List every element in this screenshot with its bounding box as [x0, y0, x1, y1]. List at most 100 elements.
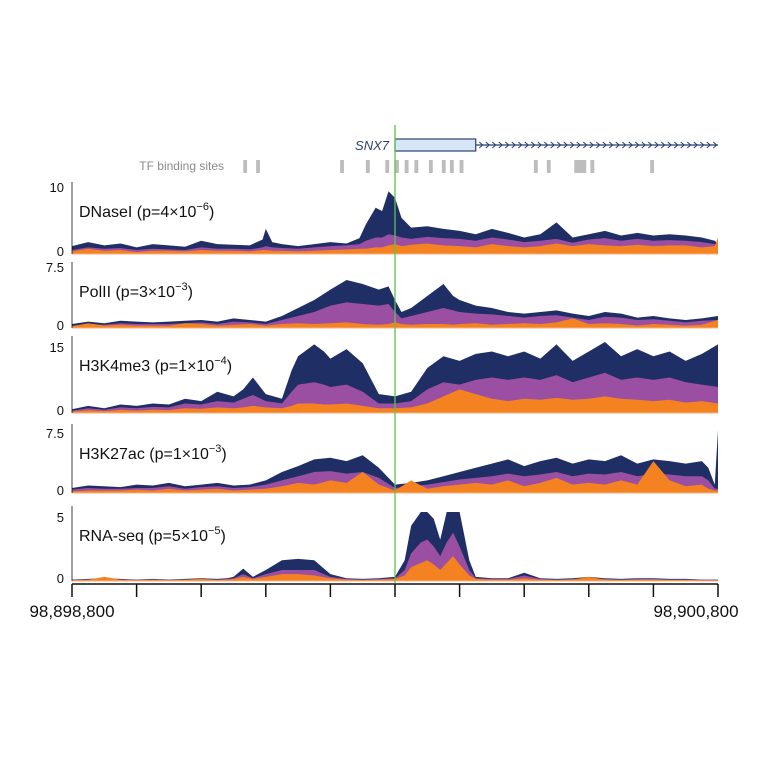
track-label-end: )	[221, 528, 226, 545]
y-tick-max: 10	[50, 180, 64, 195]
track: 15 0 H3K4me3 (p=1×10−4)	[50, 336, 718, 418]
track-label: RNA-seq (p=5×10−5)	[79, 525, 226, 545]
strand-arrow	[712, 141, 718, 149]
strand-arrow	[524, 141, 530, 149]
track-label-base: DNaseI (p=4×10	[79, 204, 197, 221]
tf-site	[546, 160, 551, 173]
tf-site	[395, 160, 399, 173]
strand-arrow	[595, 141, 601, 149]
strand-arrow	[693, 141, 699, 149]
strand-arrow	[530, 141, 536, 149]
tf-site	[256, 160, 260, 173]
strand-arrow	[478, 141, 484, 149]
y-tick-max: 7.5	[46, 426, 64, 441]
strand-arrow	[543, 141, 549, 149]
strand-arrow	[634, 141, 640, 149]
tf-site	[441, 160, 446, 173]
strand-arrow	[589, 141, 595, 149]
y-tick-zero: 0	[57, 571, 64, 586]
track-label-end: )	[221, 446, 226, 463]
track-label-exponent: −3	[209, 443, 222, 455]
tf-binding-sites-label: TF binding sites	[139, 159, 224, 173]
x-axis-end-label: 98,900,800	[653, 602, 738, 621]
strand-arrow	[485, 141, 491, 149]
x-axis: 98,898,800 98,900,800	[29, 583, 739, 621]
track-label: DNaseI (p=4×10−6)	[79, 201, 214, 221]
track-label: PolII (p=3×10−3)	[79, 281, 193, 301]
tf-binding-sites: TF binding sites	[139, 159, 655, 173]
signal-area-orange	[72, 389, 718, 413]
strand-arrow	[641, 141, 647, 149]
track-label-exponent: −5	[208, 525, 221, 537]
gene-name-label: SNX7	[355, 138, 390, 153]
strand-arrow	[582, 141, 588, 149]
strand-arrow	[491, 141, 497, 149]
track-label-exponent: −6	[196, 201, 209, 213]
y-tick-zero: 0	[57, 403, 64, 418]
x-axis-start-label: 98,898,800	[29, 602, 114, 621]
track-label-exponent: −4	[214, 355, 227, 367]
track: 7.5 0 H3K27ac (p=1×10−3)	[46, 424, 718, 498]
strand-arrow	[615, 141, 621, 149]
strand-arrow	[647, 141, 653, 149]
track-label-end: )	[209, 204, 214, 221]
track: 7.5 0 PolII (p=3×10−3)	[46, 260, 718, 333]
y-tick-zero: 0	[57, 483, 64, 498]
gene-annotation: SNX7	[355, 138, 718, 153]
track-label-base: H3K27ac (p=1×10	[79, 446, 209, 463]
strand-arrow	[608, 141, 614, 149]
gene-model	[394, 138, 718, 152]
strand-arrow	[511, 141, 517, 149]
strand-arrow	[550, 141, 556, 149]
strand-arrow	[706, 141, 712, 149]
x-axis-ticks	[71, 584, 719, 597]
y-tick-max: 5	[57, 510, 64, 525]
gene-exon-box	[394, 138, 477, 152]
tf-site	[243, 160, 248, 173]
y-tick-zero: 0	[57, 318, 64, 333]
track-label-end: )	[227, 358, 232, 375]
y-tick-max: 15	[50, 340, 64, 355]
tf-site-markers	[243, 160, 655, 173]
strand-arrow	[686, 141, 692, 149]
tf-site	[574, 160, 587, 173]
y-tick-max: 7.5	[46, 260, 64, 275]
tf-site	[385, 160, 390, 173]
strand-arrow	[680, 141, 686, 149]
tf-site	[340, 160, 344, 173]
strand-arrow	[504, 141, 510, 149]
tf-site	[533, 160, 538, 173]
strand-arrow	[556, 141, 562, 149]
strand-arrow	[621, 141, 627, 149]
tf-site	[414, 160, 419, 173]
y-tick-zero: 0	[57, 244, 64, 259]
track-label-exponent: −3	[175, 281, 188, 293]
strand-arrow	[563, 141, 569, 149]
tf-site	[650, 160, 655, 173]
tf-site	[459, 160, 464, 173]
track: 10 0 DNaseI (p=4×10−6)	[50, 180, 718, 259]
track-label: H3K27ac (p=1×10−3)	[79, 443, 227, 463]
strand-arrow	[628, 141, 634, 149]
tf-site	[449, 160, 454, 173]
track-label-base: H3K4me3 (p=1×10	[79, 358, 214, 375]
tf-site	[404, 160, 409, 173]
strand-arrow	[537, 141, 543, 149]
track-label-base: RNA-seq (p=5×10	[79, 528, 208, 545]
strand-arrow	[602, 141, 608, 149]
strand-arrow	[699, 141, 705, 149]
strand-arrow	[660, 141, 666, 149]
strand-arrow	[654, 141, 660, 149]
strand-arrow	[569, 141, 575, 149]
strand-arrow	[498, 141, 504, 149]
strand-arrow	[673, 141, 679, 149]
strand-arrow	[667, 141, 673, 149]
track-label-end: )	[188, 284, 193, 301]
tf-site	[428, 160, 433, 173]
signal-area-orange	[72, 461, 718, 493]
tf-site	[365, 160, 370, 173]
strand-arrow	[576, 141, 582, 149]
track-label: H3K4me3 (p=1×10−4)	[79, 355, 232, 375]
